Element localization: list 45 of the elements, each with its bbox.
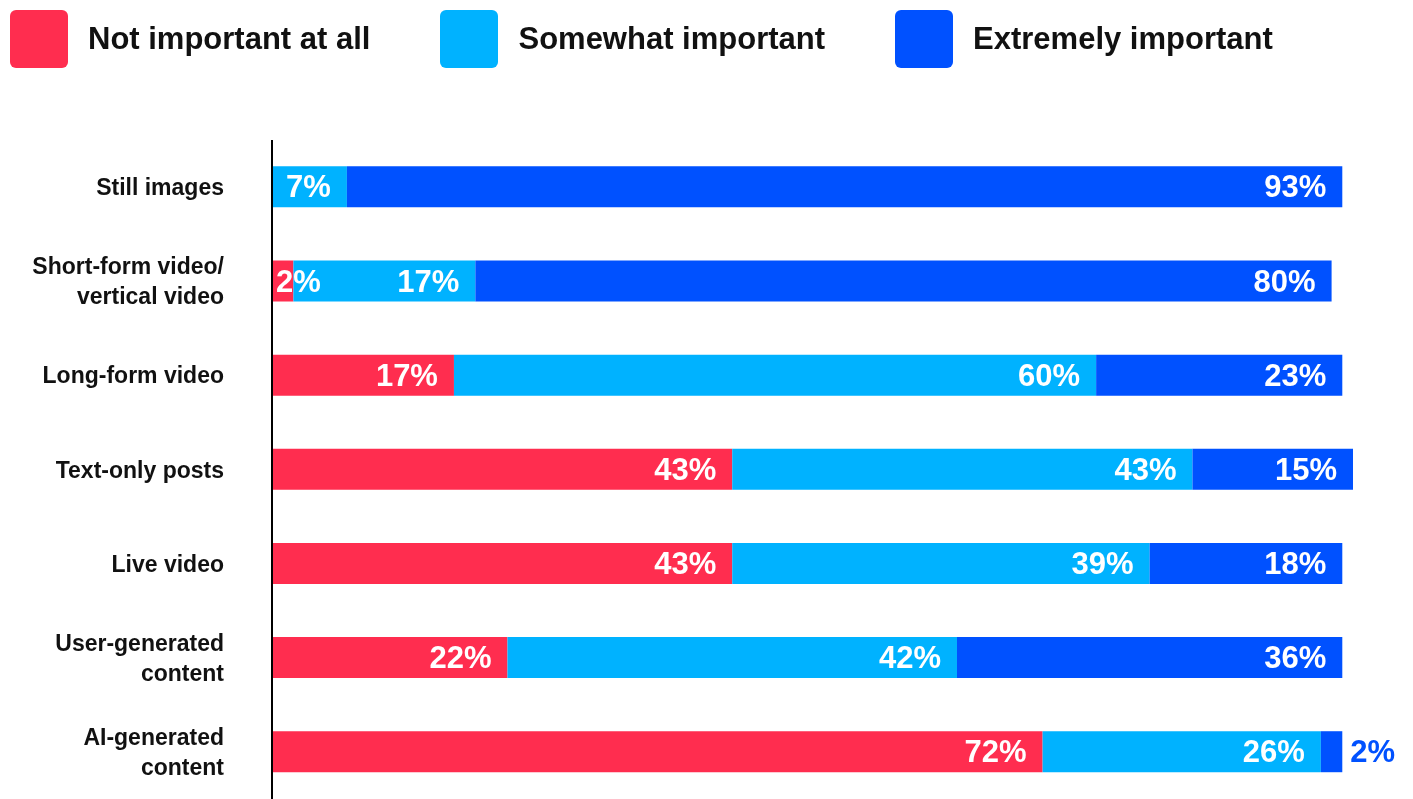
bar	[453, 354, 1097, 396]
bar	[272, 731, 1043, 773]
data-label: 43%	[654, 451, 717, 487]
data-label: 39%	[1071, 545, 1134, 581]
data-label: 43%	[1114, 451, 1177, 487]
y-tick-label: Short-form video/ vertical video	[32, 253, 225, 310]
data-label: 23%	[1264, 357, 1327, 393]
y-tick-label: Live video	[111, 550, 224, 577]
data-label: 17%	[397, 263, 460, 299]
data-label: 43%	[654, 545, 717, 581]
bar	[956, 637, 1343, 679]
bar	[1042, 731, 1321, 773]
legend-label: Somewhat important	[518, 21, 826, 57]
bar	[272, 354, 454, 396]
data-label: 60%	[1018, 357, 1081, 393]
y-tick-label: Long-form video	[42, 362, 224, 389]
legend-label: Not important at all	[88, 21, 371, 57]
bar	[272, 637, 508, 679]
bar	[1320, 731, 1343, 773]
y-tick-label: AI-generated content	[83, 723, 225, 780]
bar	[1096, 354, 1343, 396]
data-label: 42%	[878, 640, 941, 676]
data-label: 2%	[1350, 734, 1396, 770]
data-label: 26%	[1242, 734, 1305, 770]
bar	[346, 166, 1343, 208]
data-label: 36%	[1264, 640, 1327, 676]
data-label: 93%	[1264, 169, 1327, 205]
bar	[732, 542, 1150, 584]
data-label: 15%	[1274, 451, 1337, 487]
data-label: 7%	[286, 169, 331, 205]
bar	[272, 448, 733, 490]
data-label: 22%	[429, 640, 492, 676]
bar	[1149, 542, 1343, 584]
bar	[732, 448, 1193, 490]
bar	[475, 260, 1332, 302]
bar	[507, 637, 957, 679]
y-tick-label: Still images	[96, 174, 224, 201]
legend-label: Extremely important	[973, 21, 1273, 57]
data-label: 18%	[1264, 545, 1327, 581]
data-label: 17%	[375, 357, 438, 393]
bar	[272, 542, 733, 584]
data-label: 72%	[964, 734, 1027, 770]
y-tick-label: User-generated content	[55, 629, 225, 686]
y-tick-label: Text-only posts	[55, 456, 224, 483]
data-label: 80%	[1253, 263, 1316, 299]
